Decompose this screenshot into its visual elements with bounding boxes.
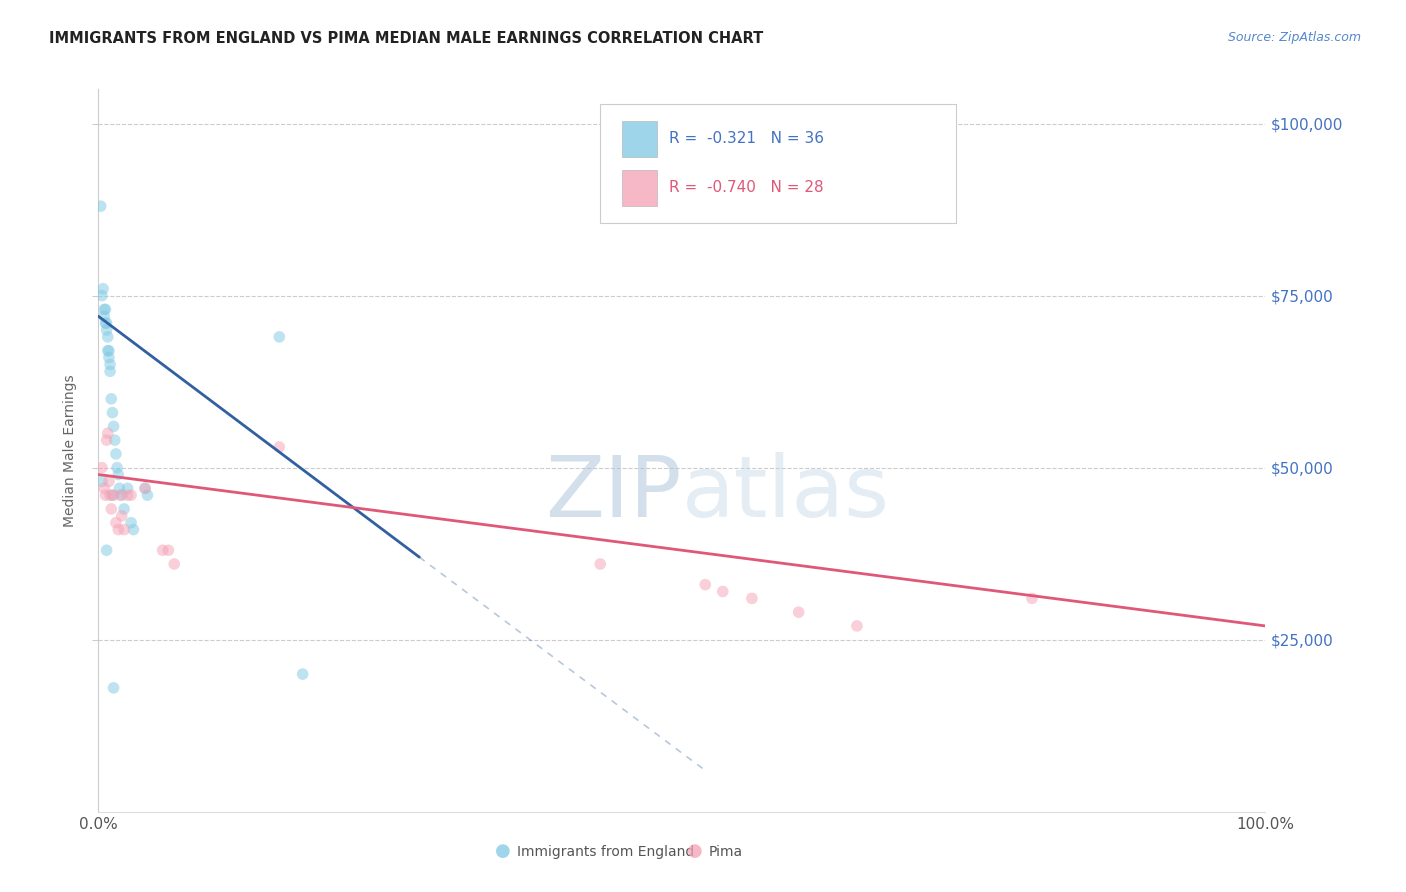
Point (91, 282, 114, 296)
Point (695, 577, 717, 591)
Point (97, 426, 120, 441)
Point (93, 310, 115, 324)
Point (157, 543, 180, 558)
Point (96, 316, 118, 330)
FancyBboxPatch shape (623, 120, 658, 157)
Point (269, 330, 291, 344)
Point (101, 488, 124, 502)
Text: ZIP: ZIP (546, 452, 682, 535)
Point (90, 460, 112, 475)
Point (90, 288, 112, 302)
Point (152, 543, 174, 558)
Text: R =  -0.740   N = 28: R = -0.740 N = 28 (669, 180, 824, 195)
Point (97, 475, 120, 489)
Point (97, 343, 120, 358)
Point (112, 502, 135, 516)
Point (94, 316, 117, 330)
Point (96, 543, 118, 558)
Point (120, 488, 142, 502)
Point (136, 488, 159, 502)
Point (94, 302, 117, 317)
Point (741, 591, 763, 606)
Point (108, 481, 131, 495)
Point (103, 488, 125, 502)
Point (103, 681, 125, 695)
Point (96, 323, 118, 337)
Point (97, 351, 120, 365)
Point (117, 481, 139, 495)
Point (120, 516, 142, 530)
Point (93, 481, 115, 495)
Point (291, 667, 314, 681)
Point (101, 406, 124, 420)
Point (269, 440, 291, 454)
Point (117, 488, 139, 502)
Point (100, 392, 122, 406)
FancyBboxPatch shape (600, 103, 956, 223)
Point (90, 475, 112, 489)
Point (96, 433, 118, 447)
Text: R =  -0.321   N = 36: R = -0.321 N = 36 (669, 131, 824, 146)
Point (103, 419, 125, 434)
Point (90, 199, 112, 213)
Point (97, 330, 120, 344)
Point (94, 488, 117, 502)
Text: IMMIGRANTS FROM ENGLAND VS PIMA MEDIAN MALE EARNINGS CORRELATION CHART: IMMIGRANTS FROM ENGLAND VS PIMA MEDIAN M… (49, 31, 763, 46)
Point (112, 523, 135, 537)
Point (97, 343, 120, 358)
Text: Source: ZipAtlas.com: Source: ZipAtlas.com (1227, 31, 1361, 45)
FancyBboxPatch shape (623, 169, 658, 206)
Point (122, 523, 145, 537)
Text: atlas: atlas (682, 452, 890, 535)
Point (104, 433, 127, 447)
Point (111, 508, 134, 523)
Point (163, 557, 186, 571)
Point (93, 302, 115, 317)
Point (100, 502, 122, 516)
Point (589, 557, 612, 571)
Y-axis label: Median Male Earnings: Median Male Earnings (63, 374, 77, 527)
Text: Pima: Pima (709, 846, 742, 859)
Point (111, 488, 134, 502)
Point (98, 358, 121, 372)
Text: ●: ● (495, 842, 512, 860)
Text: ●: ● (686, 842, 703, 860)
Point (104, 516, 127, 530)
Point (105, 460, 128, 475)
Text: Immigrants from England: Immigrants from England (517, 846, 695, 859)
Point (787, 605, 810, 619)
Point (107, 467, 129, 482)
Point (104, 447, 127, 461)
Point (110, 488, 132, 502)
Point (711, 584, 734, 599)
Point (98, 488, 121, 502)
Point (846, 619, 869, 633)
Point (107, 523, 129, 537)
Point (134, 481, 156, 495)
Point (98, 364, 121, 378)
Point (1021, 591, 1043, 606)
Point (134, 481, 156, 495)
